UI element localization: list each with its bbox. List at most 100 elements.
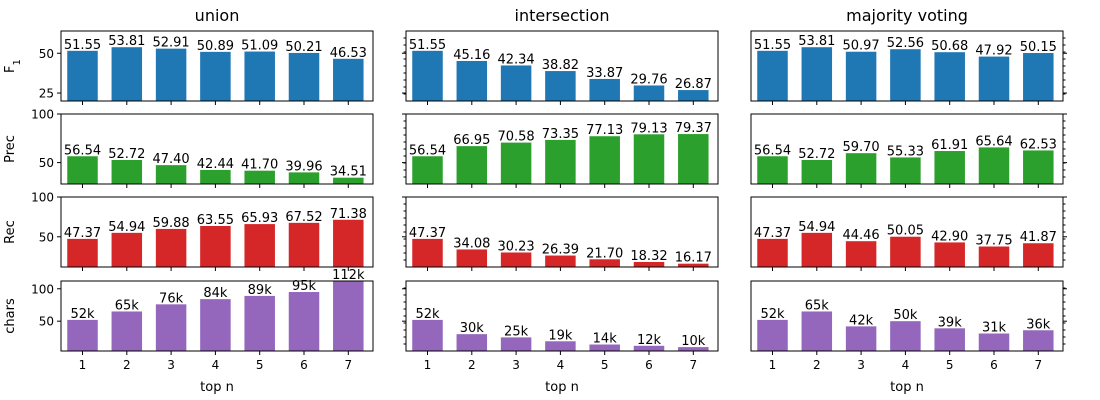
y-tick-label: 50 (39, 156, 54, 170)
bar-value-label: 65k (115, 298, 140, 313)
bar-value-label: 53.81 (798, 34, 835, 49)
bar-value-label: 52k (70, 307, 95, 322)
bar-value-label: 51.55 (64, 38, 101, 53)
bar (412, 156, 443, 184)
bar-value-label: 34.51 (330, 165, 367, 180)
bar-value-label: 56.54 (754, 143, 791, 158)
bar (633, 345, 665, 351)
bar (678, 134, 709, 184)
x-tick-label: 3 (167, 358, 175, 372)
bar (111, 159, 143, 184)
bar (678, 347, 709, 351)
bar-value-label: 65.64 (975, 134, 1012, 149)
bar (801, 159, 833, 184)
bar-value-label: 47.92 (975, 44, 1012, 59)
bar (890, 321, 921, 351)
bar-value-label: 38.82 (542, 58, 579, 73)
x-tick-label: 4 (557, 358, 565, 372)
bar (845, 326, 877, 351)
bar-value-label: 53.81 (108, 34, 145, 49)
bar-value-label: 71.38 (330, 207, 367, 222)
x-tick-label: 7 (1034, 358, 1042, 372)
bar-value-label: 56.54 (409, 143, 446, 158)
panel-frame (60, 196, 374, 268)
panel-0-1: 51.55 45.16 42.34 38.82 33.87 29.76 26.87 (402, 30, 719, 105)
x-tick-label: 5 (601, 358, 609, 372)
panel-3-1: 52k 30k 25k 19k 14k 12k 10k 1 2 3 4 5 6 7 (402, 280, 719, 372)
bar (412, 319, 443, 351)
row-ylabel-2: Rec (3, 220, 18, 244)
bar-value-label: 61.91 (931, 138, 968, 153)
x-tick-label: 2 (813, 358, 821, 372)
bar (633, 261, 665, 267)
x-tick-label: 6 (300, 358, 308, 372)
row-ylabel-main: F (3, 65, 18, 72)
panel-1-2: 56.54 52.72 59.70 55.33 61.91 65.64 62.53 (750, 113, 1067, 188)
bar-value-label: 14k (593, 332, 618, 347)
bar-value-label: 52.91 (152, 36, 189, 51)
bar-value-label: 50.05 (887, 224, 924, 239)
x-tick-label: 1 (79, 358, 87, 372)
bar (890, 157, 921, 184)
y-tick-label: 100 (31, 191, 54, 205)
bar-value-label: 47.40 (152, 152, 189, 167)
bar (890, 236, 921, 267)
bar-value-label: 50.89 (197, 39, 234, 54)
bar (333, 177, 364, 184)
bar (412, 50, 443, 101)
bar-value-label: 29.76 (630, 72, 667, 87)
bar-value-label: 25k (504, 324, 529, 339)
bar-value-label: 16.17 (675, 251, 712, 266)
bar (111, 47, 143, 101)
bar (978, 246, 1010, 267)
panel-1-1: 56.54 66.95 70.58 73.35 77.13 79.13 79.37 (402, 113, 719, 188)
bar (978, 147, 1010, 184)
bar (934, 151, 965, 184)
bar (845, 153, 877, 184)
bar (589, 78, 620, 101)
y-tick-label: 50 (39, 315, 54, 329)
x-tick-label: 4 (212, 358, 220, 372)
panel-frame (60, 30, 374, 102)
x-tick-label: 5 (256, 358, 264, 372)
bar-value-label: 47.37 (64, 226, 101, 241)
bar-value-label: 30k (460, 321, 485, 336)
panel-3-2: 52k 65k 42k 50k 39k 31k 36k 1 2 3 4 5 6 7 (750, 280, 1067, 372)
bar (67, 319, 98, 351)
bar (288, 172, 320, 184)
bar (111, 232, 143, 267)
bar-value-label: 77.13 (586, 123, 623, 138)
y-tick-label: 100 (31, 108, 54, 122)
bar (1023, 150, 1054, 184)
bar-value-label: 52k (415, 307, 440, 322)
bar (288, 292, 320, 351)
bar-value-label: 50k (893, 308, 918, 323)
bar-value-label: 56.54 (64, 143, 101, 158)
x-tick-label: 4 (902, 358, 910, 372)
bar-value-label: 41.70 (241, 158, 278, 173)
bar (111, 311, 143, 351)
bar (500, 65, 532, 101)
panel-0-0: 51.55 53.81 52.91 50.89 51.09 50.21 46.53 25 50 (39, 30, 374, 105)
y-tick-label: 25 (39, 87, 54, 101)
bar (801, 47, 833, 101)
bar (678, 263, 709, 267)
bar (456, 60, 488, 101)
panel-2-1: 47.37 34.08 30.23 26.39 21.70 18.32 16.17 (402, 196, 719, 271)
row-ylabel-main: Prec (3, 135, 18, 163)
panel-2-0: 47.37 54.94 59.88 63.55 65.93 67.52 71.38 50 100 (31, 191, 374, 271)
bar (757, 156, 788, 184)
bar (333, 58, 364, 101)
bar-value-label: 30.23 (497, 239, 534, 254)
bar (244, 224, 275, 267)
bar-value-label: 84k (203, 286, 228, 301)
bar-value-label: 67.52 (285, 210, 322, 225)
bar-value-label: 47.37 (409, 226, 446, 241)
bar (801, 232, 833, 267)
bar-value-label: 42.90 (931, 229, 968, 244)
bar (845, 51, 877, 101)
row-ylabel-1: Prec (3, 135, 18, 163)
bar-value-label: 54.94 (798, 220, 835, 235)
bar-value-label: 59.88 (152, 216, 189, 231)
bar-value-label: 54.94 (108, 220, 145, 235)
